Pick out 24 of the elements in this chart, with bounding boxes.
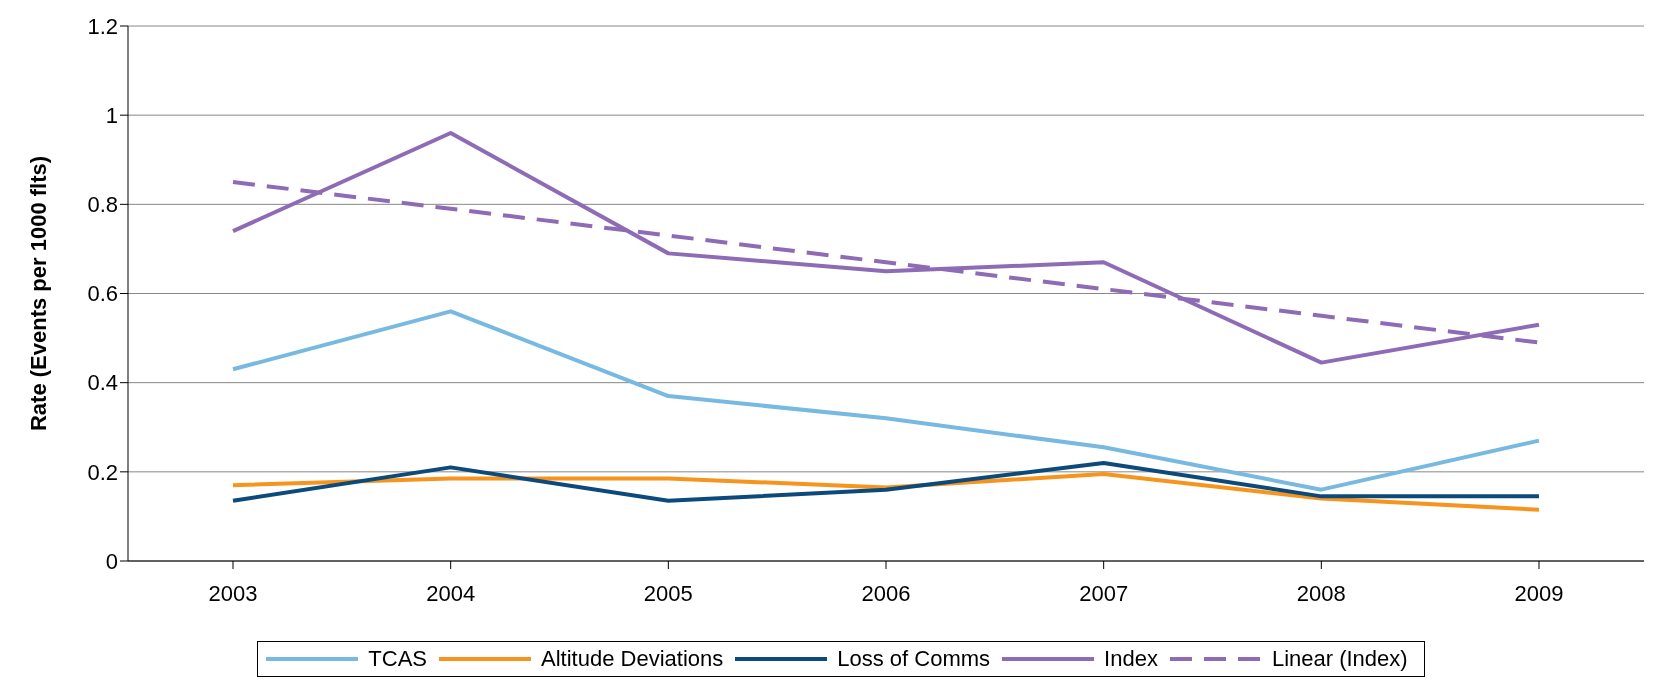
line-series [231,131,1541,365]
y-axis-title: Rate (Events per 1000 flts) [25,155,51,432]
y-tick-label: 0.6 [87,281,118,307]
x-tick-label: 2004 [426,580,476,606]
legend-label: TCAS [367,646,428,672]
y-tick-label: 0.2 [87,459,118,485]
legend-label: Loss of Comms [836,646,991,672]
y-tick-label: 1.2 [87,13,118,39]
line-series [231,460,1541,503]
x-tick-label: 2006 [861,580,911,606]
y-tick-label: 1 [105,102,118,128]
legend-label: Index [1103,646,1158,672]
legend-label: Linear (Index) [1270,646,1408,672]
legend-label: Altitude Deviations [540,646,724,672]
x-tick-label: 2003 [208,580,258,606]
x-tick-label: 2005 [643,580,693,606]
y-tick-label: 0.8 [87,192,118,218]
line-series [231,309,1541,492]
x-tick-label: 2009 [1514,580,1564,606]
x-tick-label: 2008 [1296,580,1346,606]
y-tick-label: 0 [105,548,118,574]
line-series [231,472,1541,512]
x-tick-label: 2007 [1079,580,1129,606]
y-tick-label: 0.4 [87,370,118,396]
